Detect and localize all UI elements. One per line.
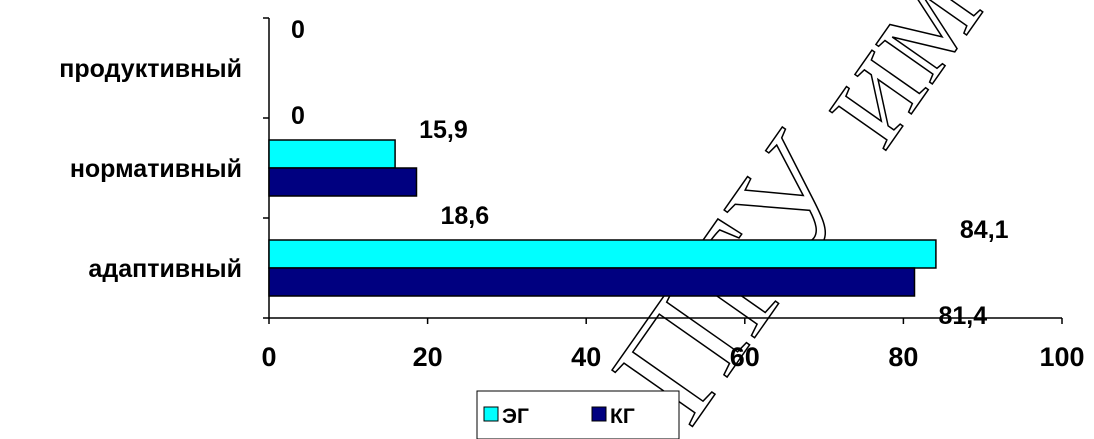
bar-eg-нормативный xyxy=(268,139,396,169)
legend-swatch-kg xyxy=(591,406,607,422)
watermark-text: ПГУ имени П.Шамякина xyxy=(581,0,1094,439)
bar-eg-адаптивный xyxy=(268,239,937,269)
data-label-eg-продуктивный: 0 xyxy=(291,16,305,44)
x-tick-label: 100 xyxy=(1039,342,1084,372)
category-label-нормативный: нормативный xyxy=(70,155,242,183)
chart-bars xyxy=(268,139,937,297)
data-label-eg-адаптивный: 84,1 xyxy=(960,216,1009,244)
legend-label-eg: ЭГ xyxy=(502,405,529,428)
x-tick-label: 80 xyxy=(888,342,918,372)
chart-legend: ЭГ КГ xyxy=(476,390,680,439)
legend-label-kg: КГ xyxy=(610,405,635,428)
data-label-kg-нормативный: 18,6 xyxy=(440,202,489,230)
bar-kg-нормативный xyxy=(268,167,418,197)
data-label-eg-нормативный: 15,9 xyxy=(419,116,468,144)
data-label-kg-адаптивный: 81,4 xyxy=(939,302,988,330)
data-label-kg-продуктивный: 0 xyxy=(291,102,305,130)
x-tick-label: 20 xyxy=(413,342,443,372)
x-tick-label: 0 xyxy=(261,342,276,372)
chart-labels: адаптивный 84,1 81,4 нормативный 15,9 18,6 про… xyxy=(59,16,1008,330)
category-label-адаптивный: адаптивный xyxy=(88,255,242,283)
legend-swatch-eg xyxy=(483,406,499,422)
x-tick-label: 40 xyxy=(571,342,601,372)
legend-box xyxy=(476,390,680,439)
category-label-продуктивный: продуктивный xyxy=(59,55,242,83)
bar-kg-адаптивный xyxy=(268,267,916,297)
svg-text:ПГУ имени П.Шамякина: ПГУ имени П.Шамякина xyxy=(581,0,1094,439)
watermark: ПГУ имени П.Шамякина xyxy=(580,0,1094,439)
chart-axes: 0 20 40 60 80 100 xyxy=(261,17,1085,372)
x-tick-label: 60 xyxy=(730,342,760,372)
